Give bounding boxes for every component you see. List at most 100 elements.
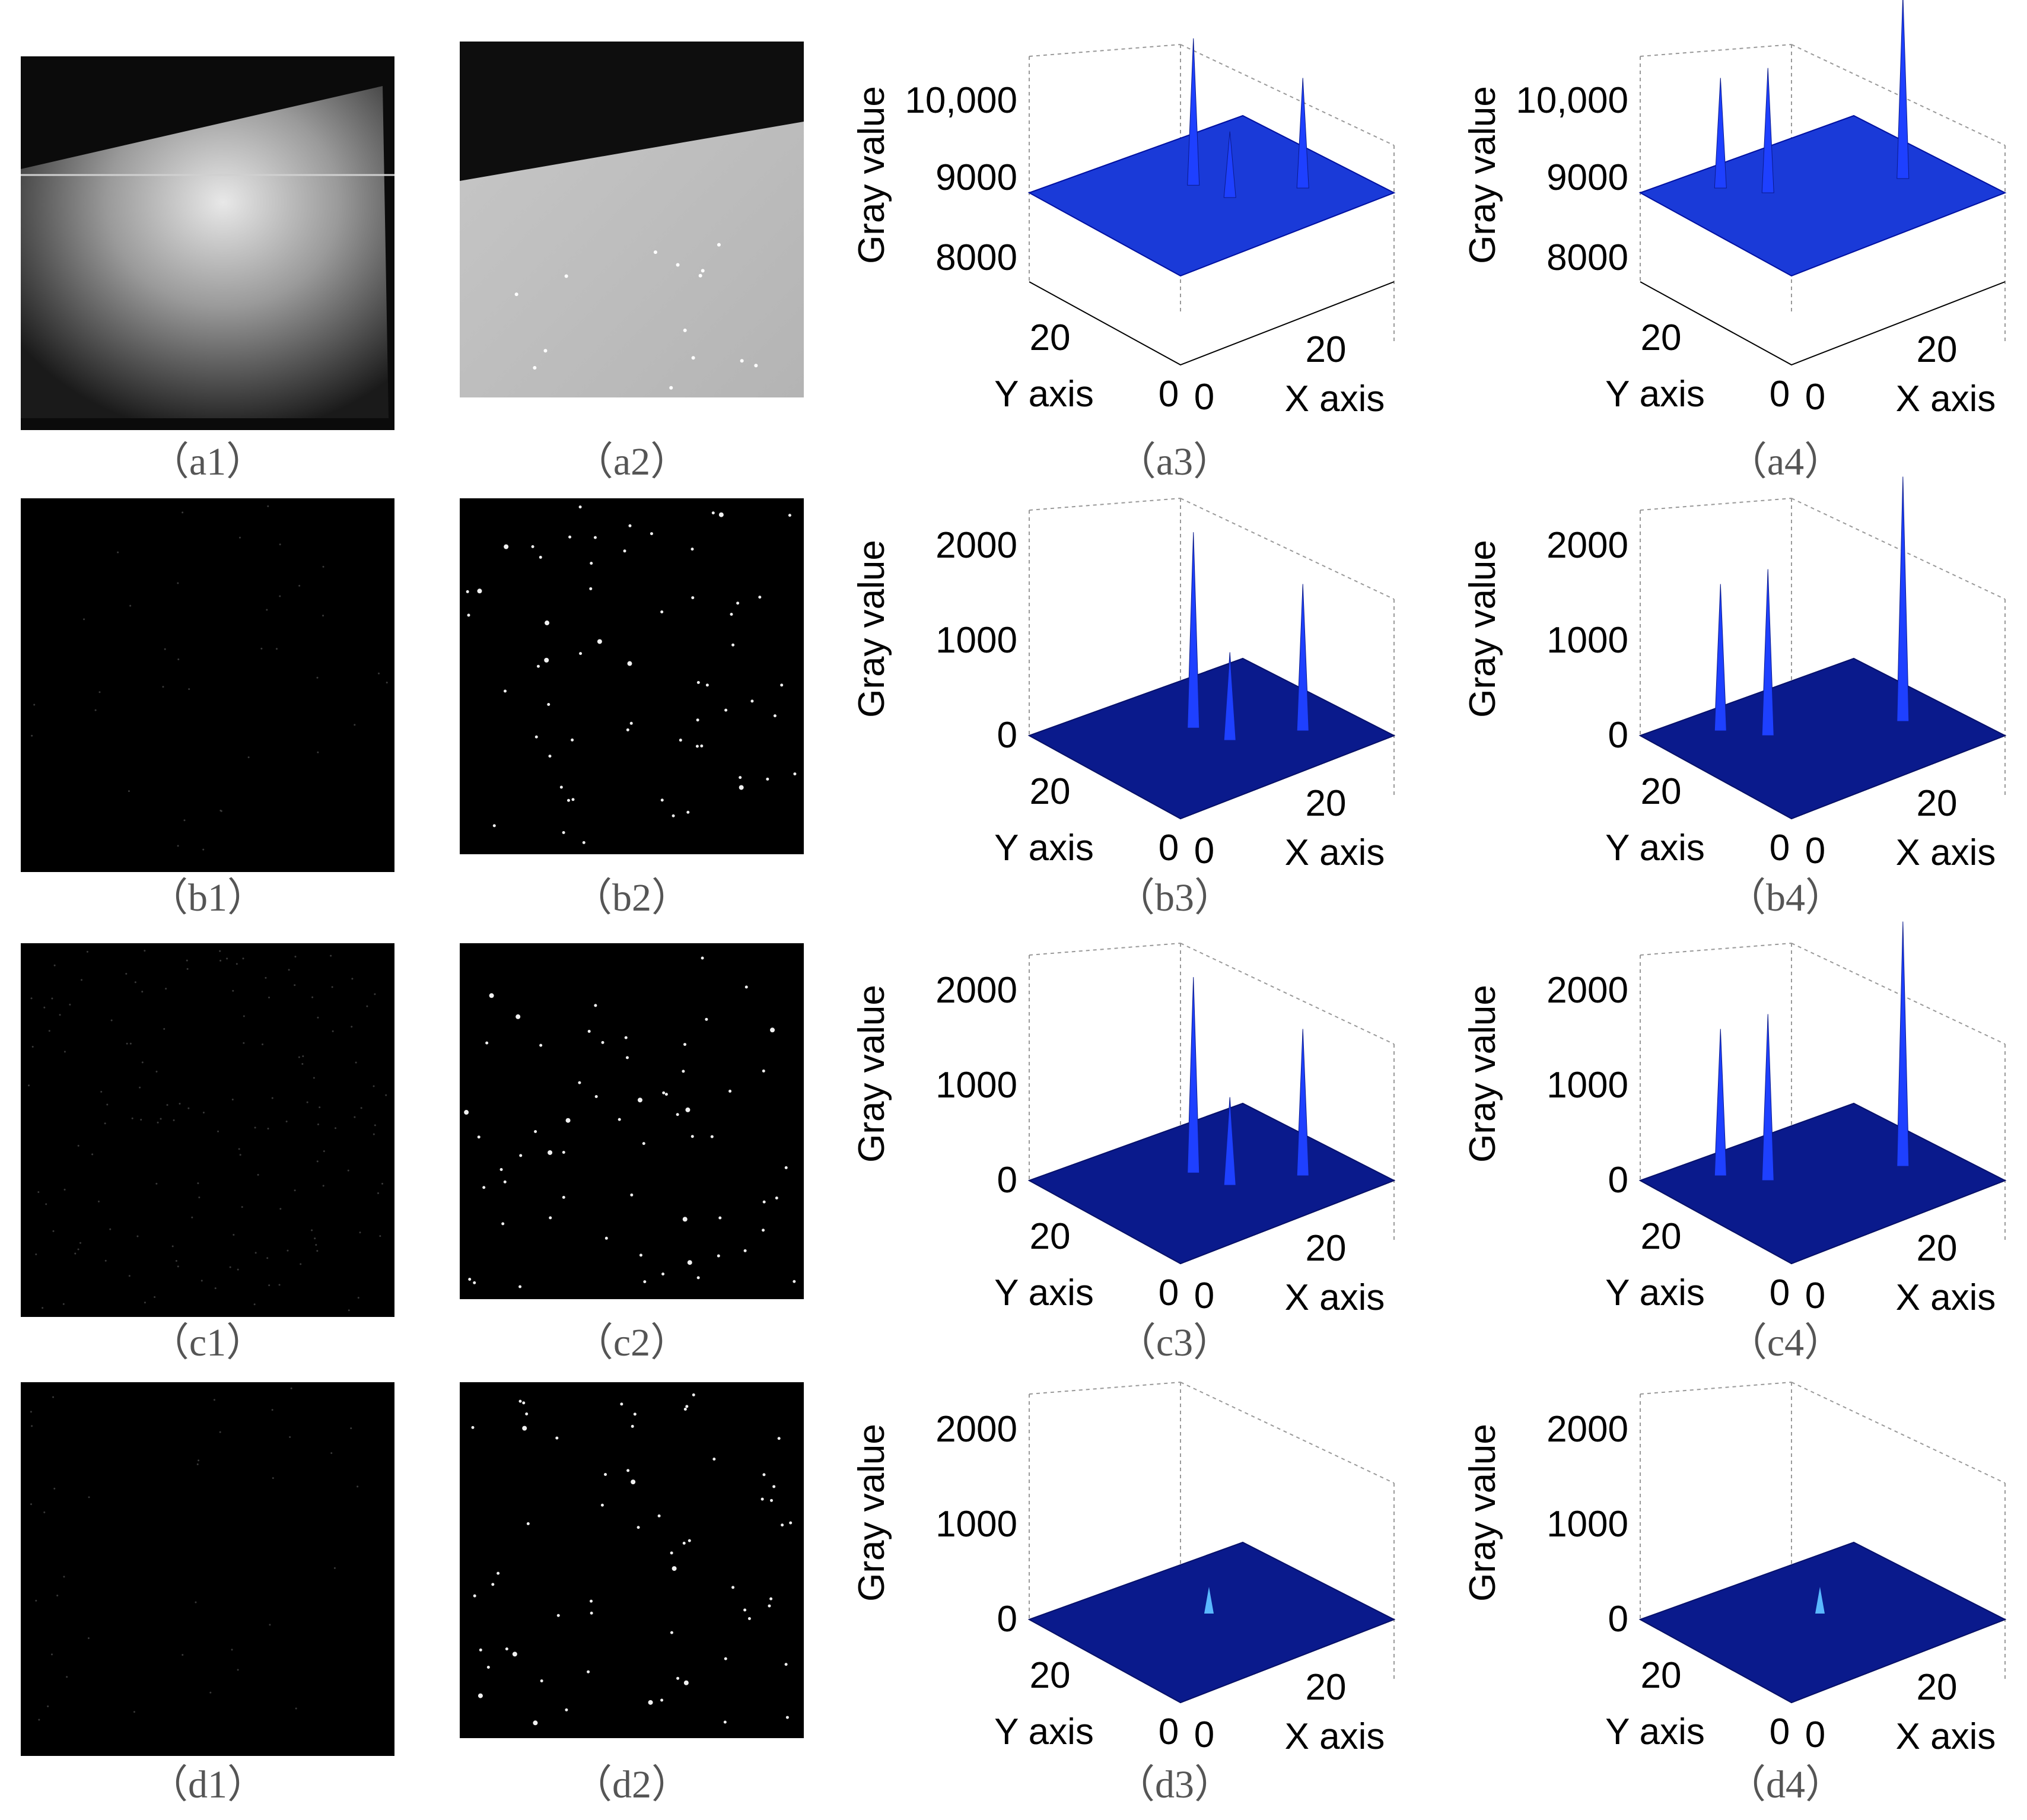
- surface-peak: [1223, 131, 1236, 198]
- star-dot: [237, 1669, 239, 1671]
- star-dot: [579, 652, 583, 656]
- star-dot: [290, 1387, 292, 1389]
- x-tick-label: 20: [1306, 783, 1347, 824]
- star-dot: [700, 744, 704, 748]
- z-tick-label: 0: [1608, 715, 1628, 756]
- star-dot: [769, 1597, 773, 1601]
- panel-caption: （d3）: [1116, 1763, 1233, 1806]
- star-dot: [31, 1045, 34, 1048]
- star-dot: [243, 1042, 245, 1044]
- star-dot: [79, 1242, 82, 1244]
- star-dot: [780, 683, 784, 687]
- star-dot: [672, 1566, 677, 1571]
- star-dot: [268, 1284, 271, 1287]
- star-dot: [53, 964, 56, 966]
- panel-caption: （d4）: [1727, 1763, 1844, 1806]
- star-dot: [51, 997, 53, 1000]
- star-dot: [662, 1091, 666, 1094]
- star-dot: [590, 1599, 593, 1603]
- y-tick-label: 20: [1641, 317, 1682, 358]
- star-dot: [213, 1399, 215, 1401]
- star-dot: [522, 1401, 526, 1405]
- bright-speck: [564, 274, 568, 278]
- star-dot: [534, 1129, 537, 1133]
- star-dot: [379, 1235, 381, 1237]
- y-axis-label: Y axis: [994, 374, 1094, 415]
- star-dot: [661, 1272, 665, 1276]
- grid-line: [1029, 943, 1181, 956]
- star-dot: [633, 1412, 637, 1416]
- origin-tick-label: 0: [1805, 1714, 1825, 1755]
- star-dot: [631, 1479, 636, 1485]
- star-dot: [196, 1463, 199, 1465]
- z-axis-label: Gray value: [1462, 985, 1503, 1163]
- grid-line: [1029, 1382, 1181, 1395]
- star-dot: [306, 1101, 308, 1103]
- star-dot: [268, 996, 271, 998]
- x-tick-label: 20: [1306, 1667, 1347, 1708]
- z-tick-label: 1000: [1546, 1504, 1628, 1545]
- star-dot: [97, 1200, 100, 1202]
- star-dot: [186, 959, 188, 962]
- star-dot: [683, 1043, 687, 1046]
- surface-peak: [1204, 1587, 1214, 1614]
- panel-image-d2: [460, 1382, 804, 1738]
- star-dot: [568, 535, 572, 539]
- bright-speck: [691, 356, 695, 360]
- star-dot: [618, 1118, 621, 1121]
- z-tick-label: 8000: [935, 237, 1017, 278]
- star-dot: [140, 1119, 142, 1121]
- star-dot: [237, 1268, 239, 1271]
- star-dot: [335, 1127, 337, 1129]
- star-dot: [724, 708, 728, 712]
- star-dot: [80, 979, 82, 981]
- x-tick-label: 20: [1917, 1228, 1958, 1269]
- star-dot: [664, 1093, 668, 1096]
- star-dot: [294, 1189, 296, 1192]
- star-dot: [590, 1611, 593, 1615]
- star-dot: [298, 584, 301, 587]
- star-dot: [531, 545, 534, 549]
- surface-peak: [1761, 569, 1774, 736]
- star-dot: [254, 1252, 257, 1254]
- star-dot: [555, 1436, 559, 1440]
- figure-panel: （c2）: [460, 943, 804, 1364]
- panel-caption: （c1）: [150, 1321, 265, 1364]
- grid-line: [1791, 498, 2006, 600]
- figure-panel: （b2）: [460, 498, 804, 919]
- origin-tick-label: 0: [1805, 377, 1825, 418]
- star-dot: [743, 1249, 747, 1252]
- bright-speck: [514, 292, 518, 297]
- star-dot: [491, 1583, 495, 1586]
- star-dot: [163, 1027, 166, 1030]
- star-dot: [128, 790, 130, 793]
- star-dot: [177, 1265, 179, 1268]
- star-dot: [348, 1309, 350, 1312]
- star-dot: [587, 1670, 590, 1673]
- z-tick-label: 1000: [935, 620, 1017, 661]
- panel-caption: （b2）: [573, 876, 690, 919]
- star-dot: [214, 1287, 217, 1290]
- star-dot: [578, 1081, 581, 1084]
- star-dot: [518, 1399, 522, 1403]
- star-dot: [760, 1497, 764, 1501]
- star-dot: [789, 1521, 793, 1525]
- star-dot: [386, 682, 388, 684]
- star-dot: [762, 1229, 765, 1232]
- z-tick-label: 2000: [1546, 525, 1628, 566]
- star-dot: [201, 1280, 203, 1282]
- star-dot: [377, 1192, 379, 1194]
- star-dot: [191, 1216, 193, 1218]
- star-dot: [42, 1307, 44, 1309]
- z-tick-label: 2000: [1546, 1409, 1628, 1450]
- y-tick-label: 20: [1641, 771, 1682, 812]
- star-dot: [629, 721, 633, 725]
- star-dot: [775, 1197, 778, 1200]
- star-dot: [548, 1150, 553, 1155]
- origin-tick-label: 0: [1194, 1275, 1214, 1316]
- origin-tick-label: 0: [1194, 831, 1214, 871]
- star-dot: [330, 1452, 333, 1454]
- star-dot: [772, 1485, 776, 1488]
- star-dot: [492, 824, 496, 828]
